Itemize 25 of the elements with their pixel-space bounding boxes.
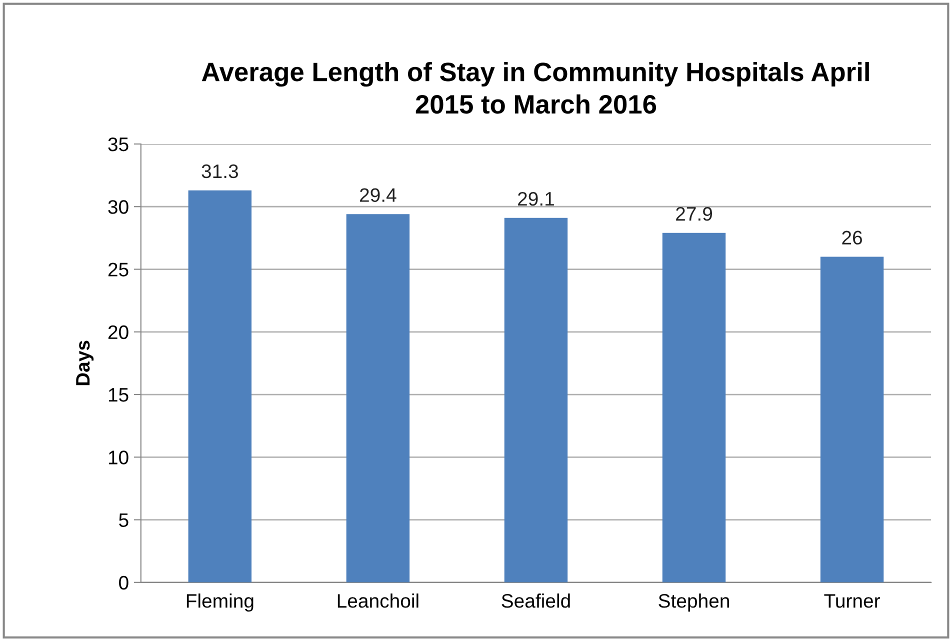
y-tick-label: 5 bbox=[119, 513, 128, 528]
x-tick-label: Stephen bbox=[658, 594, 729, 612]
x-tick-label: Leanchoil bbox=[338, 594, 418, 608]
chart-title: Average Length of Stay in Community Hospitals April 2015 to March 2016 bbox=[202, 62, 869, 114]
bar bbox=[504, 218, 568, 582]
bar bbox=[188, 190, 252, 582]
x-tick-label: Turner bbox=[824, 594, 880, 608]
y-tick-label: 35 bbox=[108, 137, 128, 152]
y-tick-label: 20 bbox=[108, 325, 128, 340]
data-label: 27.9 bbox=[676, 206, 712, 221]
y-tick-label: 10 bbox=[108, 450, 128, 464]
y-tick-label: 0 bbox=[119, 576, 128, 590]
y-tick-label: 15 bbox=[108, 388, 128, 402]
data-label: 29.4 bbox=[360, 188, 396, 202]
x-tick-label: Fleming bbox=[186, 594, 254, 612]
y-tick-label: 30 bbox=[108, 200, 128, 214]
bar bbox=[346, 214, 410, 582]
y-axis-title: Days bbox=[76, 340, 94, 386]
x-tick-label: Seafield bbox=[502, 594, 570, 608]
bar bbox=[662, 232, 726, 582]
data-label: 31.3 bbox=[202, 164, 238, 178]
data-label: 26 bbox=[842, 230, 862, 245]
data-label: 29.1 bbox=[518, 192, 554, 206]
bar bbox=[820, 256, 884, 582]
y-tick-label: 25 bbox=[108, 262, 128, 276]
